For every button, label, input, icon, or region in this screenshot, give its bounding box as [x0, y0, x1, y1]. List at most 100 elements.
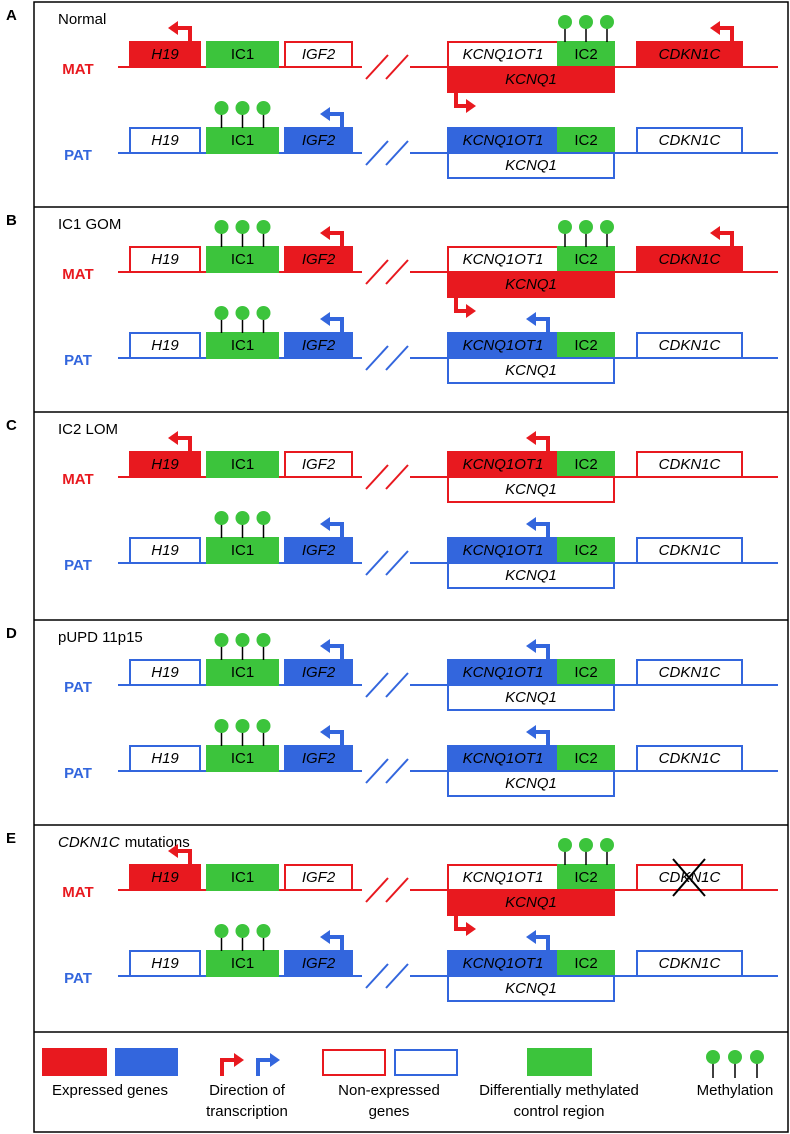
- gene-label: IC1: [231, 251, 254, 268]
- slash-gap: [362, 356, 410, 360]
- methyl-dot: [579, 15, 593, 29]
- gene-label: KCNQ1: [505, 362, 557, 379]
- gene-label: KCNQ1OT1: [463, 750, 544, 767]
- arrow: [718, 26, 734, 42]
- gene-box: [557, 864, 615, 891]
- gene-label: IGF2: [302, 337, 336, 354]
- gene-box: [129, 246, 201, 273]
- gene-label: IC1: [231, 456, 254, 473]
- panel-title: IC1 GOM: [58, 216, 121, 233]
- arrow-head: [320, 107, 330, 121]
- gene-box: [636, 332, 743, 359]
- methyl-dot: [235, 511, 250, 525]
- arrow: [328, 522, 344, 538]
- gene-label: H19: [151, 456, 179, 473]
- gene-box: [284, 332, 353, 359]
- gene-box: [206, 127, 279, 154]
- legend-label: Non-expressed: [338, 1082, 440, 1099]
- methyl-dot: [214, 924, 229, 938]
- methyl-dot: [256, 101, 271, 115]
- arrow-head: [466, 99, 476, 113]
- gene-box: [557, 246, 615, 273]
- methyl-dot: [579, 838, 593, 852]
- slash-gap: [362, 270, 410, 274]
- gene-label: IC1: [231, 542, 254, 559]
- arrow: [718, 231, 734, 247]
- gene-box: [284, 537, 353, 564]
- gene-box: [636, 745, 743, 772]
- gene-box: [284, 127, 353, 154]
- gene-label: KCNQ1: [505, 567, 557, 584]
- gene-box: [557, 537, 615, 564]
- gene-label: KCNQ1OT1: [463, 955, 544, 972]
- panel-title: Normal: [58, 11, 106, 28]
- gene-label: KCNQ1OT1: [463, 337, 544, 354]
- arrow-head: [320, 517, 330, 531]
- gene-label: KCNQ1OT1: [463, 132, 544, 149]
- slash-gap: [362, 683, 410, 687]
- gene-label: IC2: [574, 542, 597, 559]
- gene-box: [636, 41, 743, 68]
- gene-label: KCNQ1: [505, 775, 557, 792]
- legend-nonexpressed: [394, 1049, 458, 1076]
- methyl-dot: [728, 1050, 742, 1064]
- strand-label: MAT: [62, 884, 93, 901]
- arrow-head: [526, 639, 536, 653]
- slash-gap: [362, 151, 410, 155]
- gene-label: IGF2: [302, 750, 336, 767]
- strand-label: PAT: [64, 679, 92, 696]
- gene-label: KCNQ1OT1: [463, 456, 544, 473]
- gene-box: [206, 451, 279, 478]
- gene-label: KCNQ1: [505, 71, 557, 88]
- gene-box: [129, 864, 201, 891]
- legend-expressed: [42, 1048, 107, 1076]
- gene-label: IC1: [231, 750, 254, 767]
- strand-label: PAT: [64, 147, 92, 164]
- gene-label: IC2: [574, 456, 597, 473]
- panel-letter: B: [6, 212, 17, 229]
- slash: [365, 54, 389, 80]
- slash-gap: [362, 769, 410, 773]
- arrow-head: [320, 930, 330, 944]
- legend-dmr: [527, 1048, 592, 1076]
- slash: [365, 758, 389, 784]
- slash-gap: [362, 974, 410, 978]
- gene-label: H19: [151, 132, 179, 149]
- arrow: [534, 317, 550, 333]
- arrow: [534, 935, 550, 951]
- slash: [385, 758, 409, 784]
- gene-box: [447, 451, 559, 478]
- strand-label: PAT: [64, 557, 92, 574]
- gene-label: CDKN1C: [659, 132, 721, 149]
- methyl-dot: [214, 101, 229, 115]
- arrow-head: [168, 21, 178, 35]
- arrow: [534, 730, 550, 746]
- gene-label: CDKN1C: [659, 955, 721, 972]
- gene-box: [557, 451, 615, 478]
- methyl-dot: [235, 306, 250, 320]
- slash: [385, 345, 409, 371]
- arrow: [328, 231, 344, 247]
- gene-label: IC1: [231, 132, 254, 149]
- gene-label: KCNQ1OT1: [463, 664, 544, 681]
- gene-box: [284, 246, 353, 273]
- gene-box: [447, 659, 559, 686]
- gene-box: [447, 357, 615, 384]
- gene-label: H19: [151, 337, 179, 354]
- gene-box: [636, 950, 743, 977]
- strand-label: MAT: [62, 61, 93, 78]
- strand-label: PAT: [64, 970, 92, 987]
- gene-label: IC2: [574, 337, 597, 354]
- gene-label: KCNQ1: [505, 689, 557, 706]
- gene-label: IGF2: [302, 955, 336, 972]
- methyl-dot: [235, 719, 250, 733]
- arrow: [220, 1058, 236, 1076]
- slash: [385, 140, 409, 166]
- panel-letter: E: [6, 830, 16, 847]
- methyl-dot: [256, 306, 271, 320]
- gene-label: CDKN1C: [659, 456, 721, 473]
- gene-box: [129, 537, 201, 564]
- strand-label: PAT: [64, 352, 92, 369]
- gene-box: [636, 246, 743, 273]
